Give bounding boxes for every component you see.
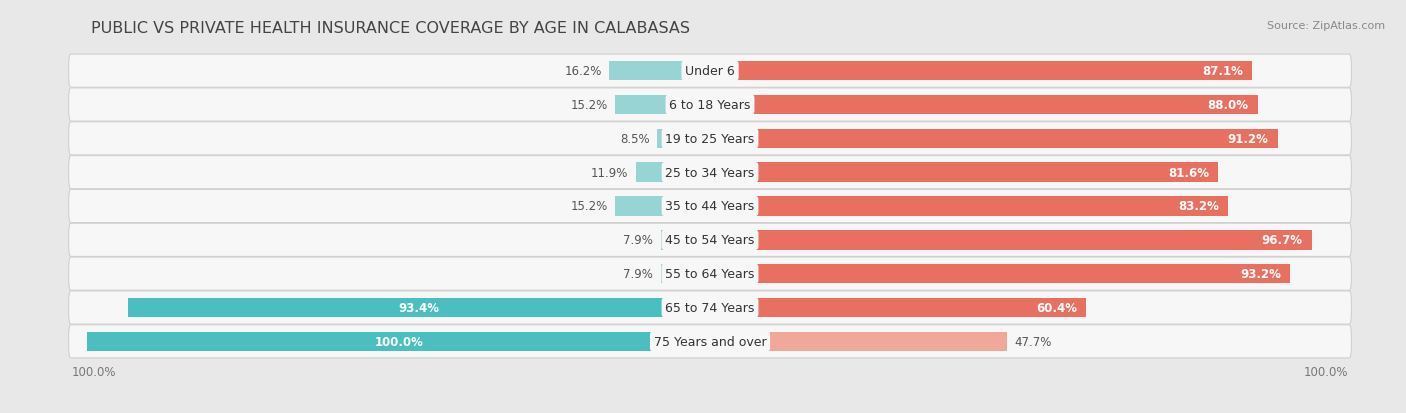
Text: 91.2%: 91.2% — [1227, 133, 1268, 145]
Text: 15.2%: 15.2% — [571, 99, 607, 112]
Text: 7.9%: 7.9% — [623, 268, 654, 280]
Bar — [657, 129, 710, 149]
FancyBboxPatch shape — [69, 190, 1351, 223]
FancyBboxPatch shape — [69, 291, 1351, 324]
Text: Source: ZipAtlas.com: Source: ZipAtlas.com — [1267, 21, 1385, 31]
Text: 7.9%: 7.9% — [623, 234, 654, 247]
Text: 60.4%: 60.4% — [1036, 301, 1077, 314]
Text: 81.6%: 81.6% — [1168, 166, 1209, 179]
Text: 93.2%: 93.2% — [1240, 268, 1281, 280]
Bar — [710, 264, 1291, 284]
Text: 25 to 34 Years: 25 to 34 Years — [665, 166, 755, 179]
Text: 96.7%: 96.7% — [1261, 234, 1303, 247]
Text: 19 to 25 Years: 19 to 25 Years — [665, 133, 755, 145]
Bar — [616, 197, 710, 216]
Bar — [710, 163, 1218, 183]
Bar — [87, 332, 710, 351]
Bar — [661, 230, 710, 250]
Text: Under 6: Under 6 — [685, 65, 735, 78]
Text: 16.2%: 16.2% — [564, 65, 602, 78]
Text: 15.2%: 15.2% — [571, 200, 607, 213]
Text: 35 to 44 Years: 35 to 44 Years — [665, 200, 755, 213]
Text: 6 to 18 Years: 6 to 18 Years — [669, 99, 751, 112]
Text: 75 Years and over: 75 Years and over — [654, 335, 766, 348]
Text: PUBLIC VS PRIVATE HEALTH INSURANCE COVERAGE BY AGE IN CALABASAS: PUBLIC VS PRIVATE HEALTH INSURANCE COVER… — [91, 21, 690, 36]
Bar — [710, 298, 1085, 318]
Bar — [609, 62, 710, 81]
FancyBboxPatch shape — [69, 257, 1351, 290]
Bar — [636, 163, 710, 183]
FancyBboxPatch shape — [69, 156, 1351, 189]
Bar — [710, 197, 1227, 216]
Bar — [710, 62, 1253, 81]
Text: 87.1%: 87.1% — [1202, 65, 1243, 78]
Text: 100.0%: 100.0% — [374, 335, 423, 348]
Text: 8.5%: 8.5% — [620, 133, 650, 145]
Text: 93.4%: 93.4% — [399, 301, 440, 314]
Text: 65 to 74 Years: 65 to 74 Years — [665, 301, 755, 314]
Bar — [128, 298, 710, 318]
Text: 11.9%: 11.9% — [591, 166, 628, 179]
Bar — [710, 95, 1258, 115]
Text: 47.7%: 47.7% — [1015, 335, 1052, 348]
Text: 100.0%: 100.0% — [72, 365, 117, 378]
Text: 88.0%: 88.0% — [1208, 99, 1249, 112]
FancyBboxPatch shape — [69, 325, 1351, 358]
Bar — [616, 95, 710, 115]
Bar — [710, 332, 1007, 351]
Text: 100.0%: 100.0% — [1303, 365, 1348, 378]
Text: 45 to 54 Years: 45 to 54 Years — [665, 234, 755, 247]
FancyBboxPatch shape — [69, 224, 1351, 257]
Bar — [710, 129, 1278, 149]
Bar — [661, 264, 710, 284]
FancyBboxPatch shape — [69, 55, 1351, 88]
FancyBboxPatch shape — [69, 89, 1351, 122]
Text: 55 to 64 Years: 55 to 64 Years — [665, 268, 755, 280]
FancyBboxPatch shape — [69, 123, 1351, 156]
Text: 83.2%: 83.2% — [1178, 200, 1219, 213]
Bar — [710, 230, 1312, 250]
